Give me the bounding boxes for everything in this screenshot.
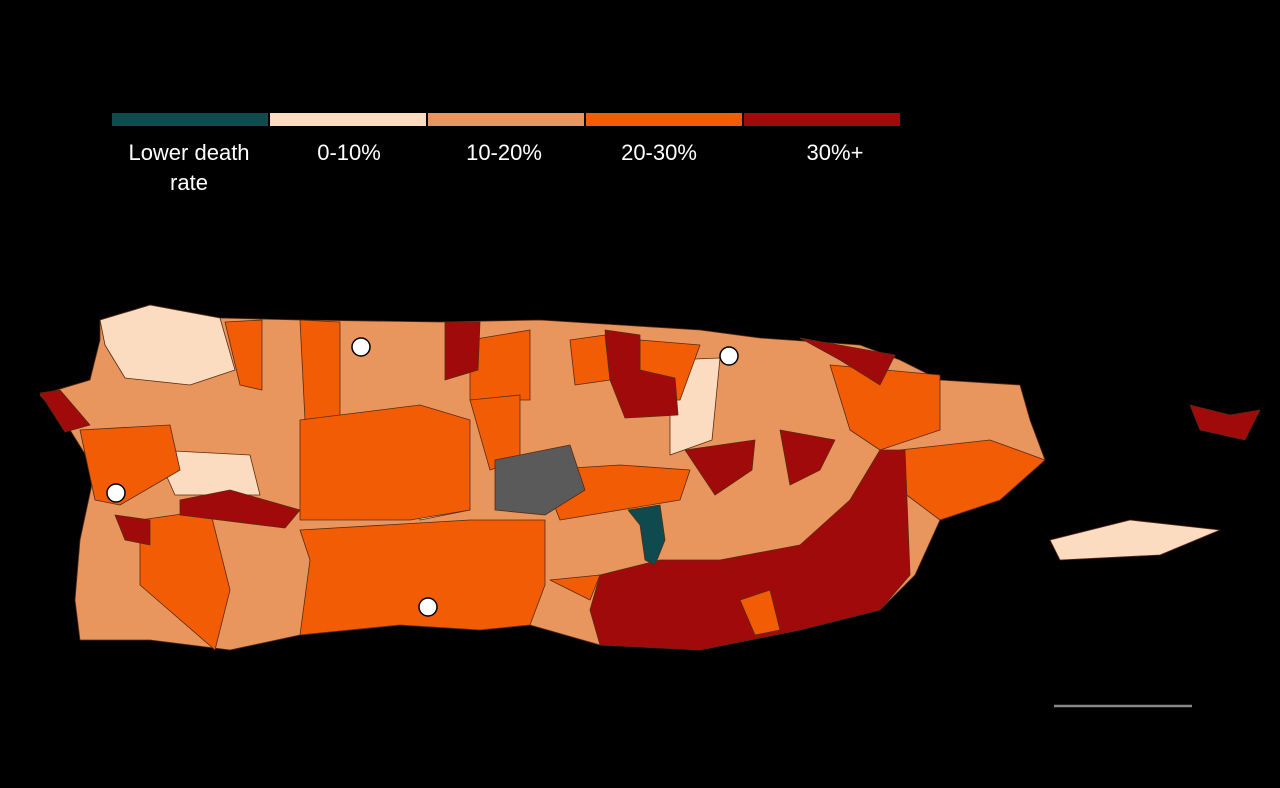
- municipality: [299, 319, 341, 421]
- municipality: [154, 449, 261, 496]
- municipality: [224, 319, 263, 391]
- municipality: [739, 589, 781, 636]
- municipality: [99, 304, 236, 386]
- municipality: [589, 449, 911, 651]
- city-marker: [418, 597, 438, 617]
- municipality: [779, 429, 836, 486]
- municipality: [469, 329, 531, 401]
- municipality: [549, 574, 601, 601]
- culebra: [1189, 404, 1261, 441]
- legend-swatch: [428, 113, 584, 126]
- municipality: [114, 514, 151, 546]
- municipality: [299, 519, 546, 636]
- city-marker: [719, 346, 739, 366]
- main-island: [39, 304, 1046, 651]
- legend-label: 0-10%: [317, 140, 381, 165]
- municipality: [569, 334, 611, 386]
- city-marker: [106, 483, 126, 503]
- city-marker: [351, 337, 371, 357]
- legend-swatch: [270, 113, 426, 126]
- cities: [106, 337, 739, 617]
- legend-label: Lower death rate: [128, 140, 250, 195]
- legend-label: 30%+: [806, 140, 864, 165]
- municipality: [39, 389, 91, 433]
- legend-swatch: [586, 113, 742, 126]
- municipality: [179, 489, 301, 529]
- legend-label: 20-30%: [621, 140, 697, 165]
- municipality: [799, 337, 896, 386]
- municipality: [604, 329, 679, 419]
- legend-swatch: [112, 113, 268, 126]
- municipality: [829, 364, 941, 451]
- municipality: [299, 404, 471, 521]
- municipality: [79, 424, 181, 506]
- municipality: [627, 504, 666, 566]
- vieques: [1049, 519, 1221, 561]
- legend-swatch: [744, 113, 900, 126]
- no-data-municipality: [494, 444, 586, 516]
- legend-label: 10-20%: [466, 140, 542, 165]
- municipality: [444, 321, 481, 381]
- municipality: [684, 439, 756, 496]
- legend: Lower death rate 0-10% 10-20% 20-30% 30%+: [112, 113, 902, 203]
